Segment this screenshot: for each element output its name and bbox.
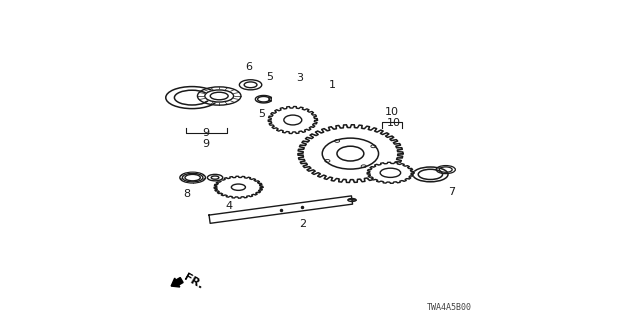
Text: 4: 4 (225, 201, 232, 212)
Text: TWA4A5B00: TWA4A5B00 (427, 303, 472, 312)
FancyArrow shape (171, 277, 183, 287)
Text: FR.: FR. (182, 272, 205, 291)
Text: 9: 9 (202, 139, 209, 149)
Ellipse shape (166, 87, 218, 108)
Polygon shape (367, 162, 414, 183)
Text: 3: 3 (296, 73, 303, 84)
Polygon shape (298, 125, 403, 182)
Polygon shape (268, 107, 317, 133)
Text: 1: 1 (329, 80, 335, 90)
Ellipse shape (323, 138, 378, 169)
Text: 5: 5 (259, 108, 265, 119)
Text: 10: 10 (387, 118, 401, 128)
Ellipse shape (239, 80, 262, 90)
Text: 9: 9 (202, 128, 209, 138)
Polygon shape (214, 176, 263, 198)
Ellipse shape (182, 173, 203, 182)
Ellipse shape (197, 87, 241, 105)
Text: 7: 7 (447, 187, 455, 197)
Ellipse shape (348, 198, 356, 202)
Ellipse shape (380, 168, 401, 177)
Ellipse shape (232, 184, 246, 190)
Polygon shape (255, 95, 271, 103)
Ellipse shape (205, 90, 234, 102)
Text: 8: 8 (183, 188, 190, 199)
Ellipse shape (413, 167, 448, 182)
Ellipse shape (436, 165, 456, 174)
Ellipse shape (337, 146, 364, 161)
Ellipse shape (207, 174, 223, 181)
Text: 6: 6 (246, 62, 252, 72)
Ellipse shape (284, 115, 302, 125)
Polygon shape (209, 196, 353, 223)
Text: 2: 2 (299, 219, 306, 229)
Text: 10: 10 (385, 107, 399, 117)
Text: 5: 5 (266, 72, 273, 82)
Ellipse shape (180, 172, 205, 183)
